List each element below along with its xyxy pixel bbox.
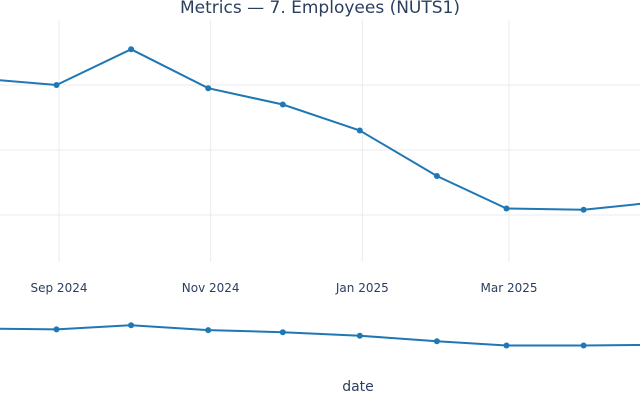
bottom-series-point xyxy=(580,342,587,349)
grid-lines xyxy=(0,20,640,262)
top-series-point xyxy=(433,173,440,179)
bottom-series-point xyxy=(53,326,60,333)
top-series-point xyxy=(205,85,212,92)
top-series-line xyxy=(0,48,640,211)
top-series-point xyxy=(503,205,510,212)
bottom-series-point xyxy=(503,342,510,349)
bottom-series-point xyxy=(356,332,363,339)
bottom-plot-area xyxy=(0,322,640,349)
x-tick-label: Jan 2025 xyxy=(335,281,389,295)
bottom-series-point xyxy=(279,329,286,336)
bottom-series-point xyxy=(433,338,440,345)
top-plot-area xyxy=(0,46,640,213)
bottom-series-point xyxy=(128,322,135,329)
top-series-point xyxy=(128,46,135,53)
x-tick-label: Mar 2025 xyxy=(481,281,538,295)
bottom-series-point xyxy=(205,327,212,334)
x-tick-label: Sep 2024 xyxy=(31,281,88,295)
top-series-point xyxy=(356,127,363,134)
top-series-point xyxy=(279,101,286,108)
x-tick-label: Nov 2024 xyxy=(182,281,240,295)
top-series-point xyxy=(53,82,60,88)
chart-title: Metrics — 7. Employees (NUTS1) xyxy=(180,0,460,18)
x-axis-title: date xyxy=(342,379,374,395)
bottom-series-line xyxy=(0,324,640,347)
top-series-point xyxy=(580,206,587,213)
